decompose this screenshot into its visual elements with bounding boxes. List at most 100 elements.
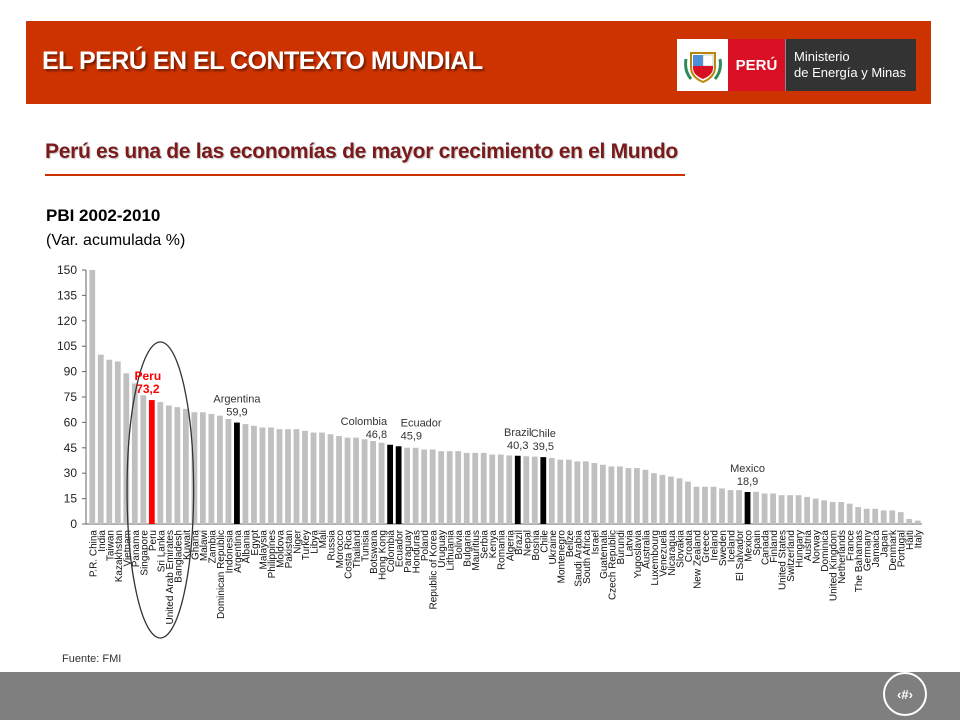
x-tick-label-latvia: Latvia	[624, 530, 635, 557]
x-tick-label-hong-kong: Hong Kong	[378, 530, 389, 580]
bar-philippines	[268, 427, 274, 524]
bar-montenegro	[557, 459, 564, 524]
x-tick-label-peru: Peru	[148, 530, 159, 551]
x-tick-label-republic-of-korea: Republic of Korea	[429, 530, 440, 610]
x-tick-label-poland: Poland	[420, 530, 431, 561]
bar-honduras	[412, 447, 419, 524]
bar-germany	[863, 508, 870, 524]
x-tick-label-nicaragua: Nicaragua	[667, 530, 678, 576]
bar-austria	[804, 496, 811, 524]
x-tick-label-netherlands: Netherlands	[837, 530, 848, 584]
x-tick-label-morocco: Morocco	[335, 530, 346, 569]
bar-jamaica	[872, 508, 879, 524]
y-tick-label: 60	[64, 415, 78, 429]
bar-sweden	[719, 488, 725, 524]
annotation-label-brazil: Brazil	[504, 427, 532, 439]
x-tick-label-niger: Niger	[293, 529, 304, 554]
x-tick-label-denmark: Denmark	[888, 529, 899, 571]
y-tick-label: 15	[64, 492, 78, 506]
bar-russia	[327, 434, 334, 524]
x-tick-label-honduras: Honduras	[412, 530, 423, 573]
x-tick-label-thailand: Thailand	[352, 530, 363, 568]
annotation-label-argentina: Argentina	[213, 394, 261, 406]
x-tick-label-south-africa: South Africa	[582, 530, 593, 584]
bar-p-r-china	[89, 270, 96, 524]
bar-india	[97, 354, 104, 524]
x-tick-label-albania: Albania	[241, 530, 252, 564]
bar-kuwait	[182, 408, 189, 524]
x-tick-label-mauritius: Mauritius	[471, 530, 482, 571]
x-tick-label-canada: Canada	[761, 530, 772, 565]
bar-singapore	[140, 395, 147, 524]
annotation-value-brazil: 40,3	[507, 440, 528, 452]
bar-costa-rica	[344, 437, 351, 524]
gdp-growth-bar-chart: 0 15 30 45 60 75 90 105 120 135 150 P.R. ChinaIndia…	[56, 263, 925, 639]
bar-colombia	[387, 444, 394, 524]
subtitle-underline	[45, 174, 685, 176]
bar-sri-lanka	[157, 402, 164, 524]
bar-albania	[242, 424, 249, 524]
bar-argentina	[234, 422, 240, 524]
x-tick-label-tunisia: Tunisia	[361, 530, 372, 562]
bar-bolivia	[455, 451, 462, 524]
x-tick-label-czech-republic: Czech Republic	[607, 530, 618, 600]
bar-the-bahamas	[855, 507, 862, 524]
x-tick-label-serbia: Serbia	[480, 530, 491, 559]
bar-algeria	[506, 455, 513, 524]
y-tick-label: 45	[64, 441, 78, 455]
x-tick-label-new-zealand: New Zealand	[692, 530, 703, 589]
y-tick-label: 0	[70, 517, 77, 531]
chart-subtitle: (Var. acumulada %)	[46, 232, 186, 249]
annotation-value-mexico: 18,9	[737, 476, 758, 488]
annotation-value-peru: 73,2	[136, 382, 160, 396]
x-tick-label-bangladesh: Bangladesh	[173, 530, 184, 583]
bar-new-zealand	[693, 486, 700, 524]
bar-ghana	[191, 412, 198, 524]
bar-romania	[497, 454, 504, 524]
x-tick-label-colombia: Colombia	[386, 530, 397, 573]
annotation-value-colombia: 46,8	[366, 429, 387, 441]
ministry-logo: PERÚ Ministerio de Energía y Minas	[677, 39, 916, 91]
annotation-label-ecuador: Ecuador	[401, 417, 442, 429]
bar-finland	[770, 493, 776, 524]
x-tick-label-kazakhstan: Kazakhstan	[114, 530, 125, 582]
bar-mauritius	[472, 452, 479, 524]
bar-bosnia	[531, 456, 538, 524]
logo-ministry-line1: Ministerio	[794, 49, 850, 64]
bar-brazil	[514, 455, 521, 524]
x-tick-label-kenya: Kenya	[488, 530, 499, 559]
x-tick-label-brazil: Brazil	[514, 530, 525, 555]
bar-egypt	[251, 425, 257, 524]
x-tick-label-singapore: Singapore	[139, 530, 150, 576]
x-tick-label-malaysia: Malaysia	[258, 530, 269, 570]
x-tick-label-nepal: Nepal	[522, 530, 533, 556]
page-title: EL PERÚ EN EL CONTEXTO MUNDIAL	[42, 47, 483, 75]
x-tick-label-haiti: Haiti	[905, 530, 916, 550]
x-tick-label-israel: Israel	[590, 530, 601, 554]
bar-malaysia	[259, 427, 266, 524]
x-tick-label-bosnia: Bosnia	[531, 530, 542, 561]
y-tick-label: 90	[64, 365, 78, 379]
annotation-value-ecuador: 45,9	[401, 430, 422, 442]
bar-united-states	[778, 495, 785, 524]
x-tick-label-the-bahamas: The Bahamas	[854, 530, 865, 592]
bar-croatia	[685, 481, 691, 524]
x-tick-label-panama: Panama	[131, 530, 142, 568]
bar-united-kingdom	[829, 501, 836, 524]
x-tick-label-ecuador: Ecuador	[395, 529, 406, 567]
bar-poland	[421, 449, 428, 524]
bar-moldova	[276, 429, 283, 524]
bar-norway	[812, 498, 819, 524]
logo-ministry-label: Ministerio de Energía y Minas	[785, 39, 916, 91]
bar-peru	[148, 400, 155, 524]
bar-denmark	[889, 510, 896, 524]
x-tick-label-portugal: Portugal	[897, 530, 908, 567]
x-tick-label-saudi-arabia: Saudi Arabia	[573, 530, 584, 587]
x-tick-label-bulgaria: Bulgaria	[463, 530, 474, 567]
x-tick-label-dominican-republic: Dominican Republic	[216, 530, 227, 619]
x-tick-label-iceland: Iceland	[727, 530, 738, 562]
bar-chile	[540, 457, 547, 524]
x-tick-label-indonesia: Indonesia	[224, 530, 235, 574]
x-tick-label-germany: Germany	[863, 530, 874, 571]
bar-vietnam	[123, 373, 130, 524]
